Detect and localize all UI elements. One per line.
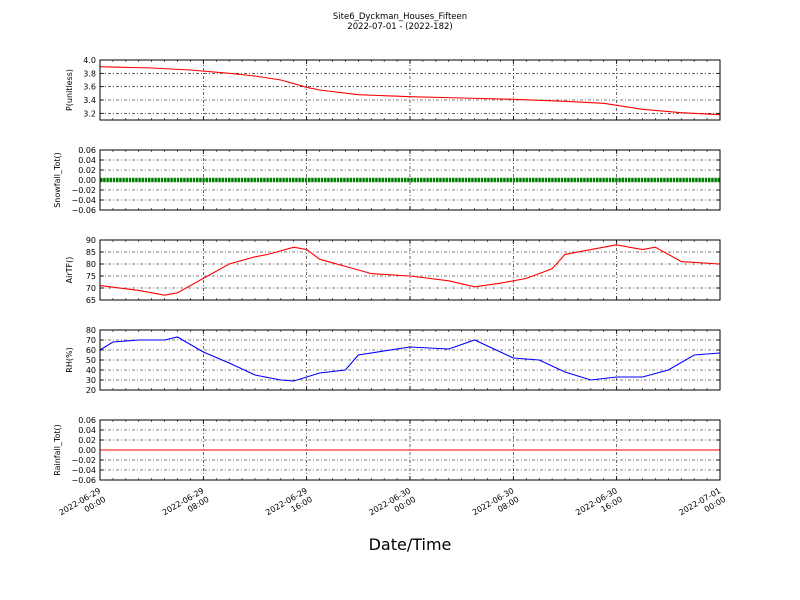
y-tick-label: 0.06 xyxy=(78,146,96,155)
y-tick-label: −0.04 xyxy=(71,196,96,205)
panel-frame xyxy=(99,329,721,391)
y-tick-label: 75 xyxy=(86,272,96,281)
y-tick-label: 0.02 xyxy=(78,166,96,175)
y-tick-label: 0.04 xyxy=(78,426,96,435)
panels: 3.23.43.63.84.0P(unitless)−0.06−0.04−0.0… xyxy=(53,56,721,485)
y-axis-label: RH(%) xyxy=(65,347,74,372)
y-tick-label: 0.04 xyxy=(78,156,96,165)
y-tick-label: −0.06 xyxy=(71,476,96,485)
series-line-airtemp xyxy=(99,244,721,296)
y-tick-label: −0.02 xyxy=(71,186,96,195)
y-tick-label: 0.00 xyxy=(78,446,96,455)
y-tick-label: 50 xyxy=(86,356,96,365)
y-tick-label: 0.06 xyxy=(78,416,96,425)
y-axis-label: Rainfall_Tot() xyxy=(53,424,62,476)
y-tick-label: 40 xyxy=(86,366,96,375)
y-tick-label: −0.02 xyxy=(71,456,96,465)
y-tick-label: 0.00 xyxy=(78,176,96,185)
y-tick-label: 85 xyxy=(86,248,96,257)
chart-title: Site6_Dyckman_Houses_Fifteen xyxy=(333,12,467,22)
y-tick-label: 70 xyxy=(86,284,96,293)
y-axis-label: P(unitless) xyxy=(65,69,74,111)
y-tick-label: −0.06 xyxy=(71,206,96,215)
y-tick-label: 60 xyxy=(86,346,96,355)
series-line-pressure xyxy=(99,66,721,116)
y-tick-label: 80 xyxy=(86,260,96,269)
y-tick-label: 3.8 xyxy=(83,69,96,78)
y-tick-label: −0.04 xyxy=(71,466,96,475)
panel-pressure: 3.2 3.4 3.6 3.8 4.0 P(unitless) xyxy=(65,56,721,121)
panel-frame xyxy=(99,419,721,481)
y-tick-label: 70 xyxy=(86,336,96,345)
y-axis-label: AirTF() xyxy=(65,257,74,284)
y-tick-label: 4.0 xyxy=(83,56,96,65)
y-tick-label: 20 xyxy=(86,386,96,395)
y-tick-label: 30 xyxy=(86,376,96,385)
y-tick-label: 3.6 xyxy=(83,83,96,92)
y-tick-label: 80 xyxy=(86,326,96,335)
panel-frame xyxy=(99,59,721,121)
x-axis-label: Date/Time xyxy=(369,535,452,554)
y-tick-label: 3.4 xyxy=(83,96,96,105)
y-tick-label: 3.2 xyxy=(83,109,96,118)
panel-rainfall: −0.06−0.04−0.020.000.020.040.06 Rainfall_… xyxy=(53,416,721,485)
series-line-rh xyxy=(99,336,721,382)
panel-snowfall: −0.06−0.04−0.020.000.020.040.06 Snowfall_… xyxy=(53,146,721,215)
y-tick-label: 0.02 xyxy=(78,436,96,445)
panel-frame xyxy=(99,239,721,301)
chart-subtitle: 2022-07-01 - (2022-182) xyxy=(347,22,452,32)
y-axis-label: Snowfall_Tot() xyxy=(53,152,62,208)
y-tick-label: 65 xyxy=(86,296,96,305)
panel-frame xyxy=(99,149,721,211)
panel-airtemp: 65 70 75 80 85 90 AirTF() xyxy=(65,236,721,305)
y-tick-label: 90 xyxy=(86,236,96,245)
